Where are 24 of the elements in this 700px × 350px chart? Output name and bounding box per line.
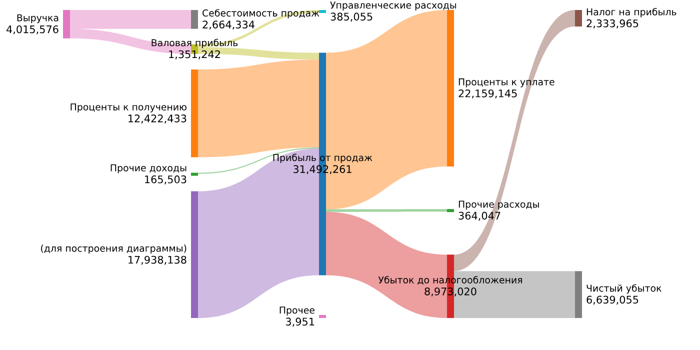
- data-label: 364,047: [458, 212, 500, 221]
- category-label: Прочие доходы: [110, 164, 186, 174]
- category-label: Проценты к уплате: [458, 78, 554, 88]
- data-label: 6,639,055: [586, 296, 638, 305]
- data-label: 12,422,433: [128, 114, 186, 124]
- data-label: 385,055: [330, 12, 372, 22]
- category-label: Выручка: [17, 14, 58, 24]
- data-label: 165,503: [145, 175, 186, 184]
- data-label: 2,333,965: [586, 19, 638, 28]
- data-label: 4,015,576: [6, 25, 58, 34]
- category-label: Прочие расходы: [458, 200, 539, 210]
- data-label: 2,664,334: [202, 20, 254, 30]
- category-label: Прочее: [280, 306, 314, 316]
- data-label: 22,159,145: [458, 89, 517, 98]
- data-label: 3,951: [286, 318, 314, 327]
- category-label: Проценты к получению: [70, 103, 186, 112]
- data-label: 17,938,138: [128, 256, 186, 265]
- category-label: Валовая прибыль: [152, 38, 238, 48]
- data-label: 1,351,242: [169, 50, 220, 60]
- category-label: Себестоимость продаж: [202, 9, 320, 18]
- category-label: (для построения диаграммы): [41, 244, 186, 254]
- category-label: Управленческие расходы: [330, 2, 456, 10]
- category-label: Чистый убыток: [586, 284, 662, 294]
- category-label: Налог на прибыль: [586, 8, 676, 18]
